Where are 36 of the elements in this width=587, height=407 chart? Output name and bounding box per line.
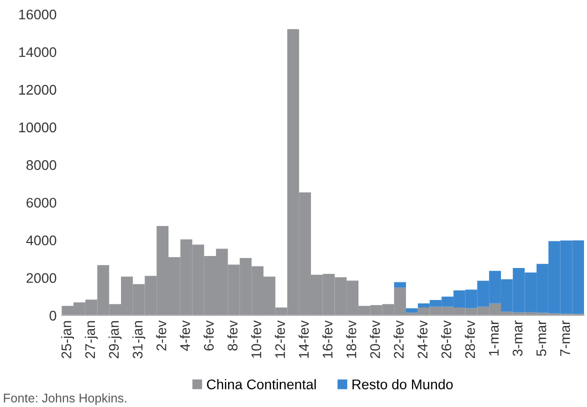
y-tick-label: 14000 [19,47,56,58]
x-tick-label: 22-fev [394,320,404,358]
x-tick-label: 14-fev [298,320,309,358]
x-tick-label: 27-jan [84,321,98,358]
x-tick-label: 4-fev [180,320,190,351]
x-tick-label: 1-mar [489,320,499,356]
bar [394,282,406,288]
y-tick-label: 4000 [26,235,56,246]
x-tick-label: 5-mar [536,320,546,356]
x-tick-label: 28-fev [464,320,475,358]
x-tick-label: 18-fev [346,320,356,358]
bar [406,308,418,313]
x-tick-label: 20-fev [370,320,380,358]
x-tick-label: 16-fev [322,320,333,358]
x-tick-label: 29-jan [108,321,122,358]
y-tick-label: 0 [50,310,56,321]
x-tick-label: 31-jan [132,321,146,358]
legend-label: China Continental [206,379,316,390]
x-tick-label: 24-fev [417,320,428,358]
x-tick-label: 2-fev [156,320,166,350]
x-tick-label: 3-mar [512,320,522,356]
x-tick-label: 25-jan [61,321,74,358]
legend-label: Resto do Mundo [352,379,453,390]
x-tick-label: 6-fev [204,320,214,350]
y-tick-label: 2000 [26,273,56,283]
y-tick-label: 12000 [19,84,56,95]
x-tick-label: 8-fev [227,320,238,351]
x-tick-label: 26-fev [441,320,452,358]
y-tick-label: 10000 [19,122,56,132]
x-tick-label: 7-mar [560,320,570,356]
y-tick-label: 16000 [19,10,56,20]
x-tick-label: 10-fev [251,320,262,358]
y-tick-label: 6000 [26,198,56,208]
y-tick-label: 8000 [26,160,56,170]
source-note: Fonte: Johns Hopkins. [4,393,126,405]
x-tick-label: 12-fev [274,320,286,358]
